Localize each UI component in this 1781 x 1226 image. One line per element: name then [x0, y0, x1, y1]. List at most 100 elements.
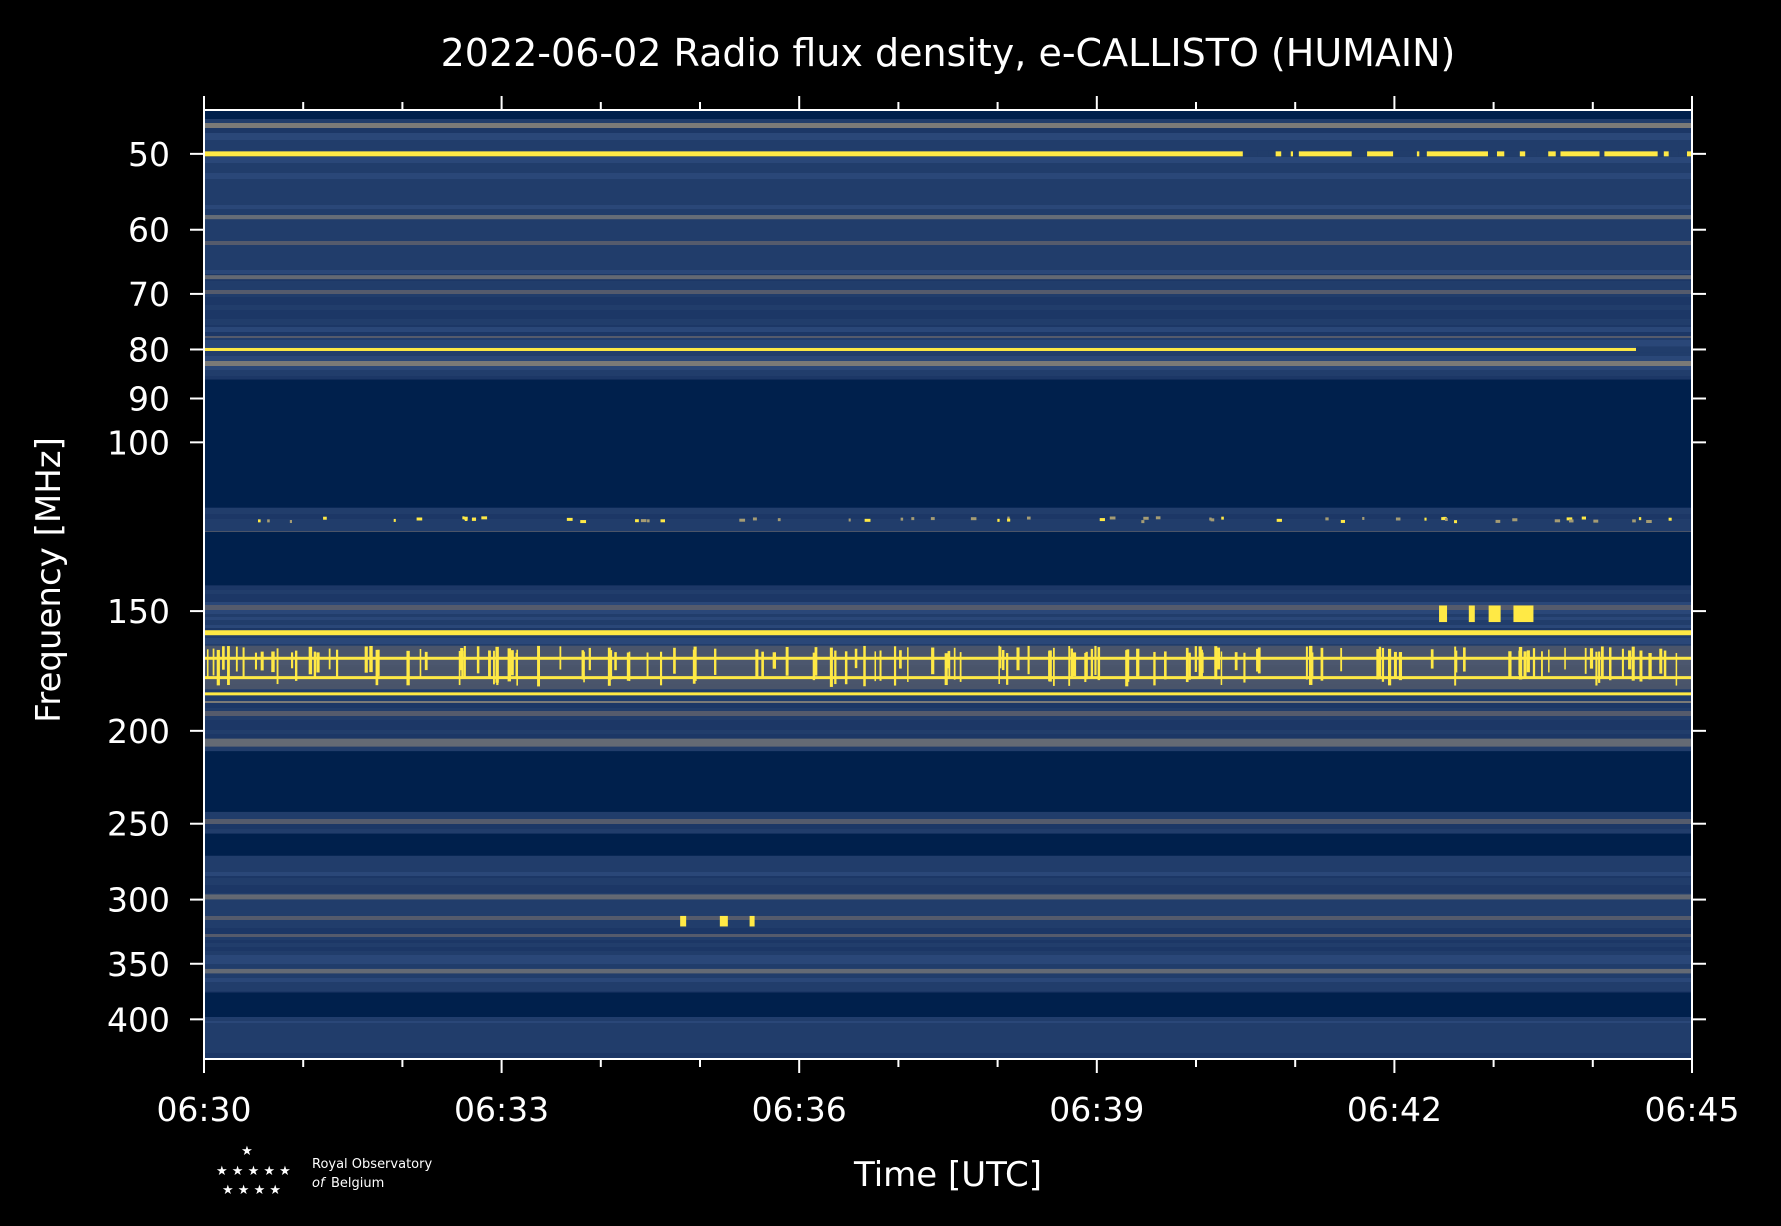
burst-tick	[1526, 650, 1530, 673]
noise-pixel	[864, 518, 871, 522]
burst-tick	[1631, 646, 1635, 681]
burst-tick	[235, 646, 238, 672]
spectrogram-row	[204, 376, 1692, 381]
noise-pixel	[752, 517, 757, 521]
noise-pixel	[464, 517, 468, 521]
spectrogram-row	[204, 336, 1692, 338]
burst-tick	[588, 647, 591, 671]
spectrogram-row	[204, 701, 1692, 703]
burst-tick	[515, 652, 518, 679]
burst-tick	[1256, 648, 1260, 672]
burst-tick	[1320, 647, 1324, 681]
burst-tick	[673, 647, 676, 674]
burst-patch	[749, 915, 755, 927]
noise-pixel	[848, 518, 851, 522]
burst-tick	[1185, 647, 1189, 683]
spectrogram-row	[204, 219, 1692, 224]
noise-pixel	[1209, 517, 1212, 521]
spectrogram-row	[204, 290, 1692, 294]
burst-tick	[1532, 648, 1536, 677]
spectrogram-row	[204, 813, 1692, 819]
burst-tick	[1598, 651, 1601, 683]
burst-tick	[931, 647, 935, 675]
burst-tick	[1378, 646, 1382, 679]
burst-tick	[1463, 647, 1466, 672]
spectrogram-row	[204, 252, 1692, 257]
burst-tick	[874, 651, 877, 682]
y-tick-label: 250	[107, 805, 170, 844]
line-gap	[1419, 150, 1427, 157]
line-gap	[1247, 150, 1260, 157]
burst-tick	[406, 650, 410, 686]
spectrogram-row	[204, 934, 1692, 937]
spectrogram-row	[204, 128, 1692, 133]
spectrogram-row	[204, 527, 1692, 531]
spectrogram-row	[204, 340, 1692, 344]
bright-line	[204, 692, 1692, 696]
noise-pixel	[1221, 516, 1224, 520]
noise-pixel	[1340, 519, 1345, 523]
line-gap	[1351, 150, 1368, 157]
band-edge	[204, 110, 1692, 119]
spectrogram-row	[204, 165, 1692, 170]
grey-band	[204, 968, 1692, 974]
burst-tick	[907, 647, 909, 682]
burst-tick	[511, 650, 514, 676]
burst-tick	[1518, 646, 1523, 680]
spectrogram-row	[204, 123, 1692, 128]
spectrogram-row	[204, 734, 1692, 739]
burst-tick	[1595, 651, 1598, 686]
noise-pixel	[660, 519, 666, 523]
spectrogram-row	[204, 726, 1692, 730]
burst-tick	[424, 651, 428, 671]
noise-pixel	[911, 517, 915, 521]
burst-tick	[626, 652, 631, 681]
spectrogram-row	[204, 1036, 1692, 1042]
spectrogram-row	[204, 344, 1692, 347]
y-tick-label: 400	[107, 1000, 170, 1039]
burst-tick	[1454, 650, 1458, 673]
spectrogram-row	[204, 285, 1692, 290]
logo-text-line2: Belgium	[331, 1176, 384, 1191]
burst-tick	[1600, 646, 1604, 679]
y-tick-label: 80	[128, 330, 170, 369]
burst-tick	[1309, 651, 1311, 684]
x-tick-label: 06:42	[1347, 1090, 1442, 1129]
plot-frame	[203, 109, 1693, 1060]
burst-patch	[1468, 605, 1475, 623]
grey-band	[204, 894, 1692, 900]
noise-pixel	[1593, 519, 1599, 523]
burst-tick	[212, 648, 215, 676]
noise-pixel	[1445, 517, 1448, 521]
noise-pixel	[267, 519, 270, 523]
spectrogram-row	[204, 228, 1692, 233]
spectrogram-row	[204, 338, 1692, 340]
burst-tick	[507, 648, 511, 682]
svg-text:★ ★ ★ ★: ★ ★ ★ ★	[222, 1183, 281, 1198]
burst-tick	[1393, 651, 1397, 677]
spectrogram-row	[204, 257, 1692, 260]
gap-band	[204, 833, 1692, 856]
plot-area	[204, 110, 1692, 1059]
spectrogram-row	[204, 316, 1692, 319]
spectrogram-row	[204, 964, 1692, 967]
burst-tick	[959, 652, 962, 682]
gap-band	[204, 531, 1692, 586]
burst-tick	[1675, 653, 1678, 686]
burst-tick	[1308, 645, 1313, 685]
noise-pixel	[635, 519, 639, 523]
spectrogram-row	[204, 594, 1692, 600]
spectrogram-row	[204, 1030, 1692, 1036]
burst-tick	[1659, 648, 1663, 674]
burst-tick	[614, 652, 617, 671]
spectrogram-row	[204, 238, 1692, 241]
spectrogram-row	[204, 133, 1692, 135]
spectrogram-row	[204, 1048, 1692, 1053]
spectrogram-row	[204, 696, 1692, 701]
burst-tick	[692, 649, 696, 684]
burst-tick	[316, 652, 320, 673]
spectrogram-row	[204, 859, 1692, 862]
svg-text:★ ★ ★ ★ ★: ★ ★ ★ ★ ★	[216, 1164, 291, 1179]
burst-patch	[719, 915, 728, 927]
